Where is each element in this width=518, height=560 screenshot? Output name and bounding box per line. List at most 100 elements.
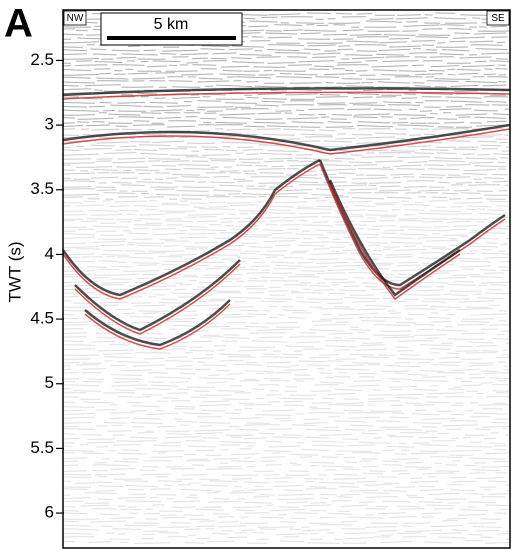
reflector [63, 112, 510, 116]
reflector [63, 376, 510, 380]
reflector [63, 500, 497, 504]
se-label: SE [491, 13, 505, 24]
reflector [63, 352, 510, 356]
reflector [63, 228, 509, 232]
y-tick-label: 4.5 [30, 309, 54, 328]
reflector [63, 124, 509, 128]
reflector [63, 336, 509, 340]
reflector [63, 492, 509, 496]
reflector [63, 48, 508, 52]
strong-reflector [63, 158, 321, 297]
reflector [63, 532, 510, 536]
reflector [63, 188, 508, 192]
reflector [63, 296, 505, 300]
reflector [63, 480, 508, 484]
reflector [63, 416, 508, 420]
y-tick-label: 3 [45, 115, 54, 134]
y-tick-label: 4 [45, 244, 54, 263]
strong-reflector [328, 179, 461, 297]
reflector [63, 280, 509, 284]
reflector [63, 164, 507, 168]
reflector [63, 408, 503, 412]
strong-reflector [63, 163, 321, 300]
reflector [63, 68, 508, 72]
se-box [486, 10, 510, 26]
scale-bar [107, 36, 236, 40]
reflector [63, 516, 501, 520]
reflector [63, 448, 507, 452]
reflector [63, 540, 510, 544]
reflector [63, 120, 507, 124]
reflector [63, 436, 496, 440]
reflector [63, 104, 509, 108]
reflector [63, 508, 508, 512]
reflector [63, 456, 506, 460]
reflector [63, 368, 509, 372]
reflector [63, 496, 505, 500]
section-background [63, 10, 510, 548]
strong-reflector [318, 159, 506, 287]
reflector [63, 524, 503, 528]
reflector [63, 248, 507, 252]
nw-label: NW [67, 13, 84, 24]
reflector [63, 512, 508, 516]
reflector [63, 236, 510, 240]
reflector [63, 204, 509, 208]
strong-reflector [329, 183, 461, 301]
reflector [63, 64, 507, 68]
reflector [63, 392, 509, 396]
reflector [63, 488, 510, 492]
strong-reflector [63, 91, 510, 100]
reflector [63, 460, 510, 464]
y-tick-label: 2.5 [30, 50, 54, 69]
panel-label: A [4, 2, 33, 46]
y-tick-label: 6 [45, 503, 54, 522]
section-frame [62, 9, 511, 549]
y-axis-label: TWT (s) [5, 241, 24, 302]
strong-reflector [74, 263, 241, 335]
nw-box [63, 10, 87, 26]
strong-reflector [74, 259, 241, 332]
reflector [63, 360, 507, 364]
reflector [63, 444, 507, 448]
strong-reflector [63, 87, 510, 97]
reflector [63, 440, 505, 444]
strong-reflector [63, 128, 510, 155]
strong-reflector [84, 303, 231, 350]
reflector [63, 200, 510, 204]
strong-reflector [63, 123, 510, 152]
reflector [63, 84, 507, 88]
reflector [63, 56, 509, 60]
reflector [63, 256, 508, 260]
reflector [63, 312, 508, 316]
reflector [63, 168, 507, 172]
reflector [63, 152, 510, 156]
reflector [63, 180, 509, 184]
reflector [63, 156, 509, 160]
scale-label: 5 km [154, 16, 189, 33]
reflector [63, 160, 506, 164]
reflector [63, 320, 507, 324]
reflector [63, 428, 507, 432]
reflector [63, 356, 510, 360]
strong-reflector [84, 299, 231, 347]
y-tick-label: 3.5 [30, 179, 54, 198]
reflector [63, 452, 509, 456]
reflector [63, 172, 508, 176]
reflector [63, 528, 510, 532]
reflector [63, 116, 507, 120]
reflector [63, 464, 509, 468]
reflector [63, 484, 510, 488]
reflector [63, 520, 497, 524]
reflector [63, 128, 504, 132]
reflector [63, 60, 510, 64]
reflector [63, 196, 507, 200]
reflector [63, 468, 500, 472]
reflector [63, 420, 508, 424]
reflector [63, 192, 509, 196]
reflector [63, 504, 510, 508]
reflector [63, 384, 509, 388]
reflector [63, 72, 507, 76]
strong-reflector [319, 163, 506, 290]
